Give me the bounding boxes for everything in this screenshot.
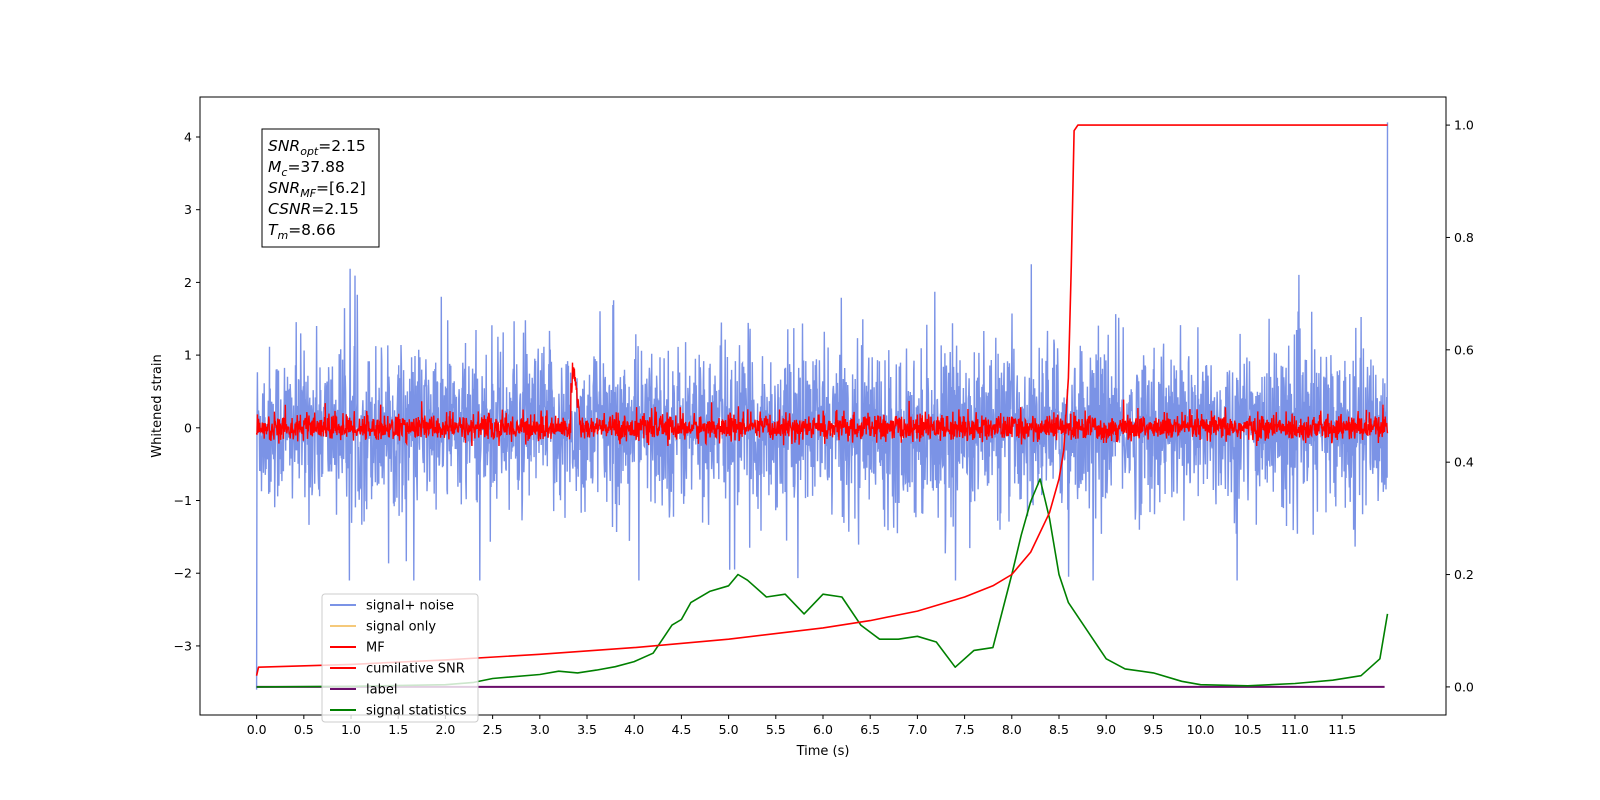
x-tick-label-16: 8.0 (1002, 722, 1022, 737)
x-tick-label-14: 7.0 (907, 722, 927, 737)
info-line-2: SNRMF=[6.2] (268, 179, 366, 200)
info-value-2: =[6.2] (316, 179, 366, 197)
x-tick-label-12: 6.0 (813, 722, 833, 737)
info-line-3: CSNR=2.15 (268, 200, 359, 218)
info-line-1: Mc=37.88 (268, 158, 345, 179)
y-left-tick-label-4: 1 (184, 348, 192, 363)
series-cumilative-snr (255, 124, 1388, 676)
x-tick-label-11: 5.5 (766, 722, 786, 737)
info-sub-4: m (277, 229, 288, 242)
y-right-tick-label-3: 0.6 (1454, 342, 1474, 357)
y-right-tick-label-5: 1.0 (1454, 118, 1474, 133)
x-tick-label-23: 11.5 (1328, 722, 1356, 737)
x-tick-label-21: 10.5 (1234, 722, 1262, 737)
y-left-tick-label-7: 4 (184, 129, 192, 144)
info-value-0: =2.15 (318, 137, 366, 155)
info-var-4: T (268, 221, 279, 239)
x-tick-label-13: 6.5 (860, 722, 880, 737)
legend-label-0: signal+ noise (366, 599, 454, 614)
y-axis-label: Whitened strain (150, 354, 165, 457)
x-tick-label-3: 1.5 (388, 722, 408, 737)
x-tick-label-15: 7.5 (955, 722, 975, 737)
x-axis-ticks: 0.0 0.5 1.0 1.5 2.0 2.5 3.0 3.5 4.0 4.5 5.0 5.5 6.0 6… (247, 715, 1356, 737)
y-left-tick-label-0: −3 (174, 638, 192, 653)
series-mf (255, 362, 1389, 447)
y-right-tick-label-4: 0.8 (1454, 230, 1474, 245)
info-box: SNRopt=2.15Mc=37.88SNRMF=[6.2]CSNR=2.15T… (261, 128, 380, 248)
series-signal-statistics (256, 478, 1389, 688)
y-left-tick-label-2: −1 (174, 493, 192, 508)
legend-label-1: signal only (366, 620, 436, 635)
y-left-tick-label-5: 2 (184, 275, 192, 290)
x-tick-label-10: 5.0 (719, 722, 739, 737)
x-axis-label: Time (s) (796, 744, 850, 759)
x-tick-label-5: 2.5 (483, 722, 503, 737)
info-var-0: SNR (268, 137, 300, 155)
info-value-3: =2.15 (311, 200, 359, 218)
info-value-1: =37.88 (287, 158, 344, 176)
y-right-tick-label-1: 0.2 (1454, 567, 1474, 582)
x-tick-label-19: 9.5 (1143, 722, 1163, 737)
info-box-frame (261, 128, 380, 248)
y-left-tick-label-3: 0 (184, 420, 192, 435)
y-left-axis-ticks: −3 −2 −1 0 1 2 3 4 (174, 129, 200, 653)
y-right-tick-label-0: 0.0 (1454, 679, 1474, 694)
y-right-tick-label-2: 0.4 (1454, 455, 1474, 470)
legend-label-4: label (366, 683, 397, 698)
legend-label-2: MF (366, 641, 385, 656)
x-tick-label-17: 8.5 (1049, 722, 1069, 737)
info-line-4: Tm=8.66 (268, 221, 336, 242)
y-left-tick-label-6: 3 (184, 202, 192, 217)
x-tick-label-9: 4.5 (671, 722, 691, 737)
legend-label-5: signal statistics (366, 704, 467, 719)
x-tick-label-0: 0.0 (247, 722, 267, 737)
info-line-0: SNRopt=2.15 (268, 137, 366, 158)
x-tick-label-7: 3.5 (577, 722, 597, 737)
info-value-4: =8.66 (288, 221, 336, 239)
x-tick-label-18: 9.0 (1096, 722, 1116, 737)
x-tick-label-20: 10.0 (1187, 722, 1215, 737)
x-tick-label-22: 11.0 (1281, 722, 1309, 737)
legend-frame (321, 593, 479, 723)
x-tick-label-1: 0.5 (294, 722, 314, 737)
x-tick-label-8: 4.0 (624, 722, 644, 737)
info-var-3: CSNR (268, 200, 311, 218)
info-var-2: SNR (268, 179, 300, 197)
y-left-tick-label-1: −2 (174, 566, 192, 581)
info-var-1: M (268, 158, 281, 176)
legend: signal+ noise signal only MF cumilative SNR… (321, 593, 479, 723)
info-sub-1: c (281, 166, 287, 179)
x-tick-label-2: 1.0 (341, 722, 361, 737)
x-tick-label-6: 3.0 (530, 722, 550, 737)
y-right-axis-ticks: 0.0 0.2 0.4 0.6 0.8 1.0 (1446, 118, 1474, 694)
legend-label-3: cumilative SNR (366, 662, 465, 677)
info-sub-2: MF (300, 187, 316, 200)
info-sub-0: opt (300, 145, 319, 158)
x-tick-label-4: 2.0 (435, 722, 455, 737)
